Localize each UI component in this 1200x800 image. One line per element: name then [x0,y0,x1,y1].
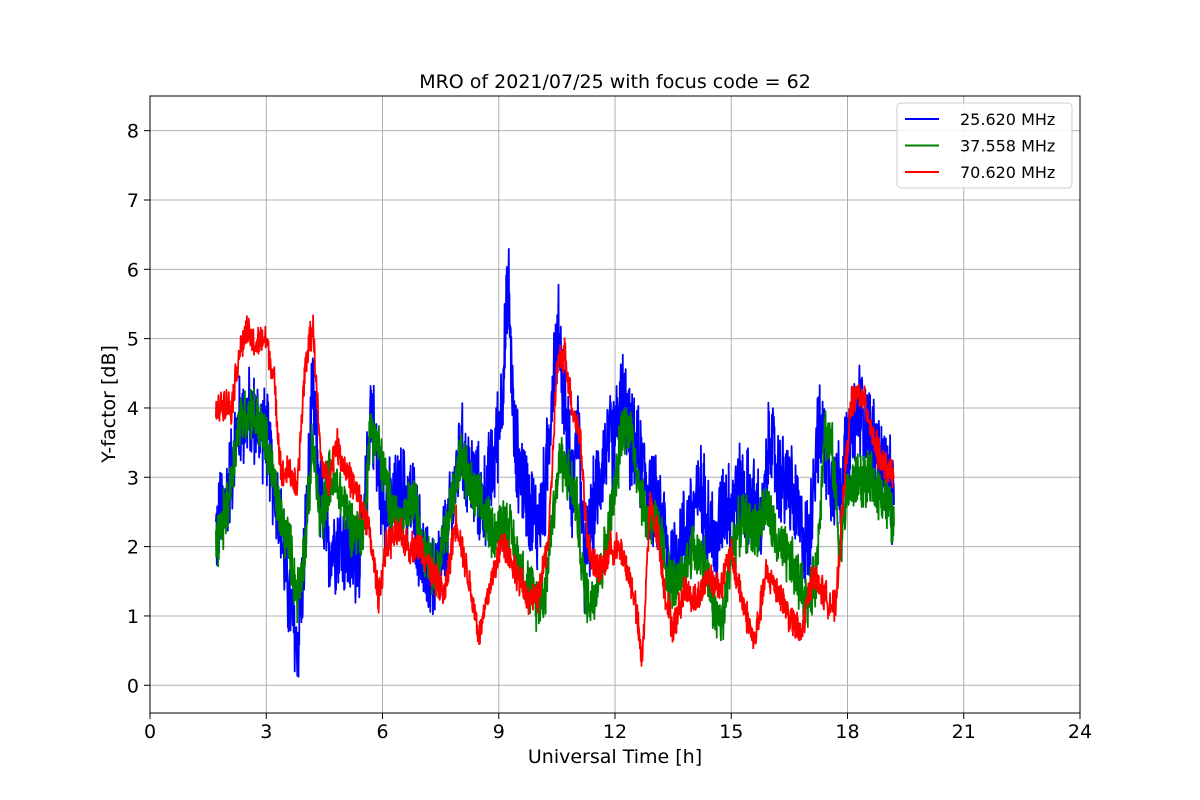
x-tick-label: 18 [835,721,859,743]
x-axis: 0 3 6 9 12 15 18 21 24 [144,713,1092,743]
chart-title: MRO of 2021/07/25 with focus code = 62 [419,71,811,93]
y-tick-label: 0 [127,675,139,697]
y-tick-label: 8 [127,121,139,143]
x-tick-label: 6 [376,721,388,743]
x-tick-label: 24 [1068,721,1092,743]
y-tick-label: 2 [127,537,139,559]
series-line-37-558-mhz [215,388,895,642]
legend-label: 70.620 MHz [960,163,1055,182]
y-tick-label: 5 [127,329,139,351]
y-tick-label: 1 [127,606,139,628]
y-tick-label: 4 [127,398,139,420]
legend-box [896,102,1073,189]
x-tick-label: 12 [603,721,627,743]
x-tick-label: 15 [719,721,743,743]
y-axis-title: Y-factor [dB] [98,345,120,464]
y-tick-label: 3 [127,467,139,489]
legend-label: 25.620 MHz [960,110,1055,129]
legend: 25.620 MHz 37.558 MHz 70.620 MHz [896,102,1073,189]
x-axis-title: Universal Time [h] [528,746,702,768]
legend-label: 37.558 MHz [960,137,1055,156]
series-line-70-620-mhz [215,314,895,667]
series-layer [215,248,895,678]
y-axis: 0 1 2 3 4 5 6 7 8 [127,121,150,697]
series-line-25-620-mhz [215,248,895,678]
x-tick-label: 21 [952,721,976,743]
y-tick-label: 6 [127,259,139,281]
y-tick-label: 7 [127,190,139,212]
x-tick-label: 9 [493,721,505,743]
x-tick-label: 0 [144,721,156,743]
x-tick-label: 3 [260,721,272,743]
